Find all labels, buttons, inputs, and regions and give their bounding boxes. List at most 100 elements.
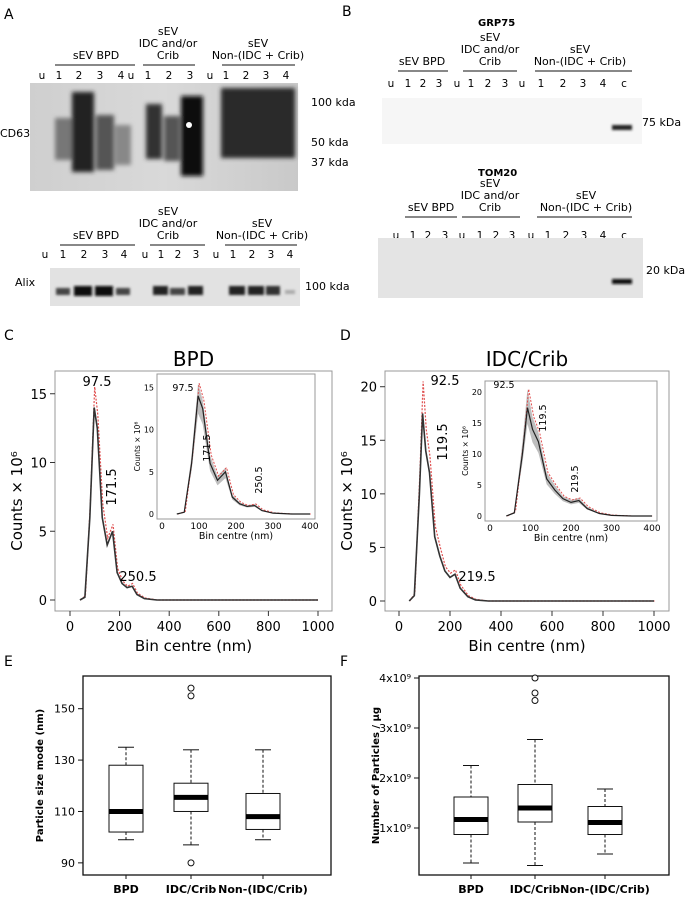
lane-label: 1 [230,249,237,261]
y-tick-label: 5 [39,525,47,540]
y-tick-label: 130 [54,754,75,767]
lane-label: 2 [81,249,88,261]
box [517,784,553,823]
y-tick-label: 0 [369,595,377,610]
lane-label: 1 [468,78,475,90]
lane-label: 3 [97,70,104,82]
x-tick-label: BPD [458,883,484,896]
plot-frame [418,675,670,876]
lane-label: u [213,249,220,261]
x-tick-label: Non-(IDC/Crib) [560,883,650,896]
lane-label: 2 [420,78,427,90]
tom20-title: TOM20 [478,168,517,179]
x-tick-label: IDC/Crib [510,883,561,896]
mw-marker: 50 kda [311,136,349,149]
lane-label: 2 [76,70,83,82]
alix-bands [56,286,295,296]
lane-label: 3 [509,230,516,242]
x-tick-label: 600 [540,620,565,635]
outlier-point [187,859,195,867]
x-tick-label: 200 [107,620,132,635]
inset-y-tick-label: 0 [149,510,154,519]
lane-label: 1 [545,230,552,242]
lane-label: u [42,249,49,261]
inset-x-tick-label: 400 [301,522,318,532]
lane-label: 1 [60,249,67,261]
inset-peak-annotation: 171.5 [202,434,213,461]
inset-y-tick-label: 20 [472,388,482,397]
inset-x-axis-label: Bin centre (nm) [199,531,273,542]
blot-group-label: sEV IDC and/or Crib [461,177,520,214]
y-axis-label: Number of Particles / µg [371,707,382,844]
lane-label: 1 [56,70,63,82]
y-axis-label: Counts × 10⁶ [338,451,356,551]
lane-label: u [393,230,400,242]
blot-group-label: sEV Non-(IDC + Crib) [534,43,626,68]
tom20-control-band [612,279,632,284]
lane-label: 4 [283,70,290,82]
inset-mean-line [176,395,310,515]
inset-peak-annotation: 92.5 [493,380,514,391]
inset-y-tick-label: 0 [477,512,482,521]
chart-title: IDC/Crib [486,347,568,371]
inset-y-tick-label: 5 [477,481,482,490]
inset-x-tick-label: 300 [603,524,620,534]
blot-group-label: sEV IDC and/or Crib [139,205,198,242]
mw-marker: 37 kda [311,156,349,169]
inset-peak-annotation: 219.5 [570,465,581,492]
grp75-title: GRP75 [478,18,515,29]
outlier-point [531,689,539,697]
lane-label: 3 [436,78,443,90]
lane-label: 3 [580,78,587,90]
series-mean-line [408,413,654,602]
inset-peak-annotation: 119.5 [538,404,549,431]
tom20-membrane [378,238,643,298]
y-tick-label: 110 [54,805,75,818]
lane-label: 3 [263,70,270,82]
x-tick-label: 200 [438,620,463,635]
lane-label: 2 [166,70,173,82]
x-tick-label: 800 [256,620,281,635]
grp75-markers: 75 kDa [642,116,681,129]
lane-label: u [454,78,461,90]
y-axis-label: Counts × 10⁶ [8,451,26,551]
blot-group-label: sEV Non-(IDC + Crib) [212,37,304,62]
blot-group-label: sEV IDC and/or Crib [139,25,198,62]
lane-label: 1 [477,230,484,242]
blot-group-label: sEV BPD [408,201,454,214]
x-tick-label: 1000 [301,620,334,635]
lane-label: 2 [425,230,432,242]
lane-label: u [519,78,526,90]
cd63-artifact-spot [186,122,192,128]
x-tick-label: 0 [66,620,74,635]
lane-label: 3 [102,249,109,261]
inset-y-tick-label: 15 [472,419,482,428]
y-tick-label: 4x10⁹ [379,672,411,685]
mw-marker: 75 kDa [642,116,681,129]
x-tick-label: 600 [206,620,231,635]
x-tick-label: 1000 [637,620,670,635]
lane-label: 3 [187,70,194,82]
cd63-blot-header: sEV BPD sEV IDC and/or Crib sEV Non-(IDC + Cr… [39,25,305,82]
peak-annotation: 92.5 [431,374,460,389]
lane-label: 4 [287,249,294,261]
lane-label: 3 [268,249,275,261]
x-tick-label: 400 [157,620,182,635]
inset-x-axis-label: Bin centre (nm) [534,533,608,544]
grp75-control-band [612,125,632,130]
boxplot-particles-per-ug: 1x10⁹ 2x10⁹ 3x10⁹ 4x10⁹ Number of Particles … [371,672,670,896]
grp75-membrane [382,98,642,144]
cd63-row-label: CD63 [0,127,30,140]
panel-letter-c: C [4,328,14,344]
cd63-markers: 100 kda 50 kda 37 kda [311,96,356,169]
lane-label: 3 [193,249,200,261]
peak-annotation: 219.5 [458,570,495,585]
inset-peak-annotation: 250.5 [254,466,265,493]
peak-annotation: 171.5 [105,468,120,505]
lane-label: 2 [560,78,567,90]
chart-title: BPD [173,347,214,371]
lane-label: 4 [121,249,128,261]
panel-letter-e: E [4,654,13,670]
inset-y-tick-label: 10 [472,450,482,459]
cd63-bands [55,88,295,176]
